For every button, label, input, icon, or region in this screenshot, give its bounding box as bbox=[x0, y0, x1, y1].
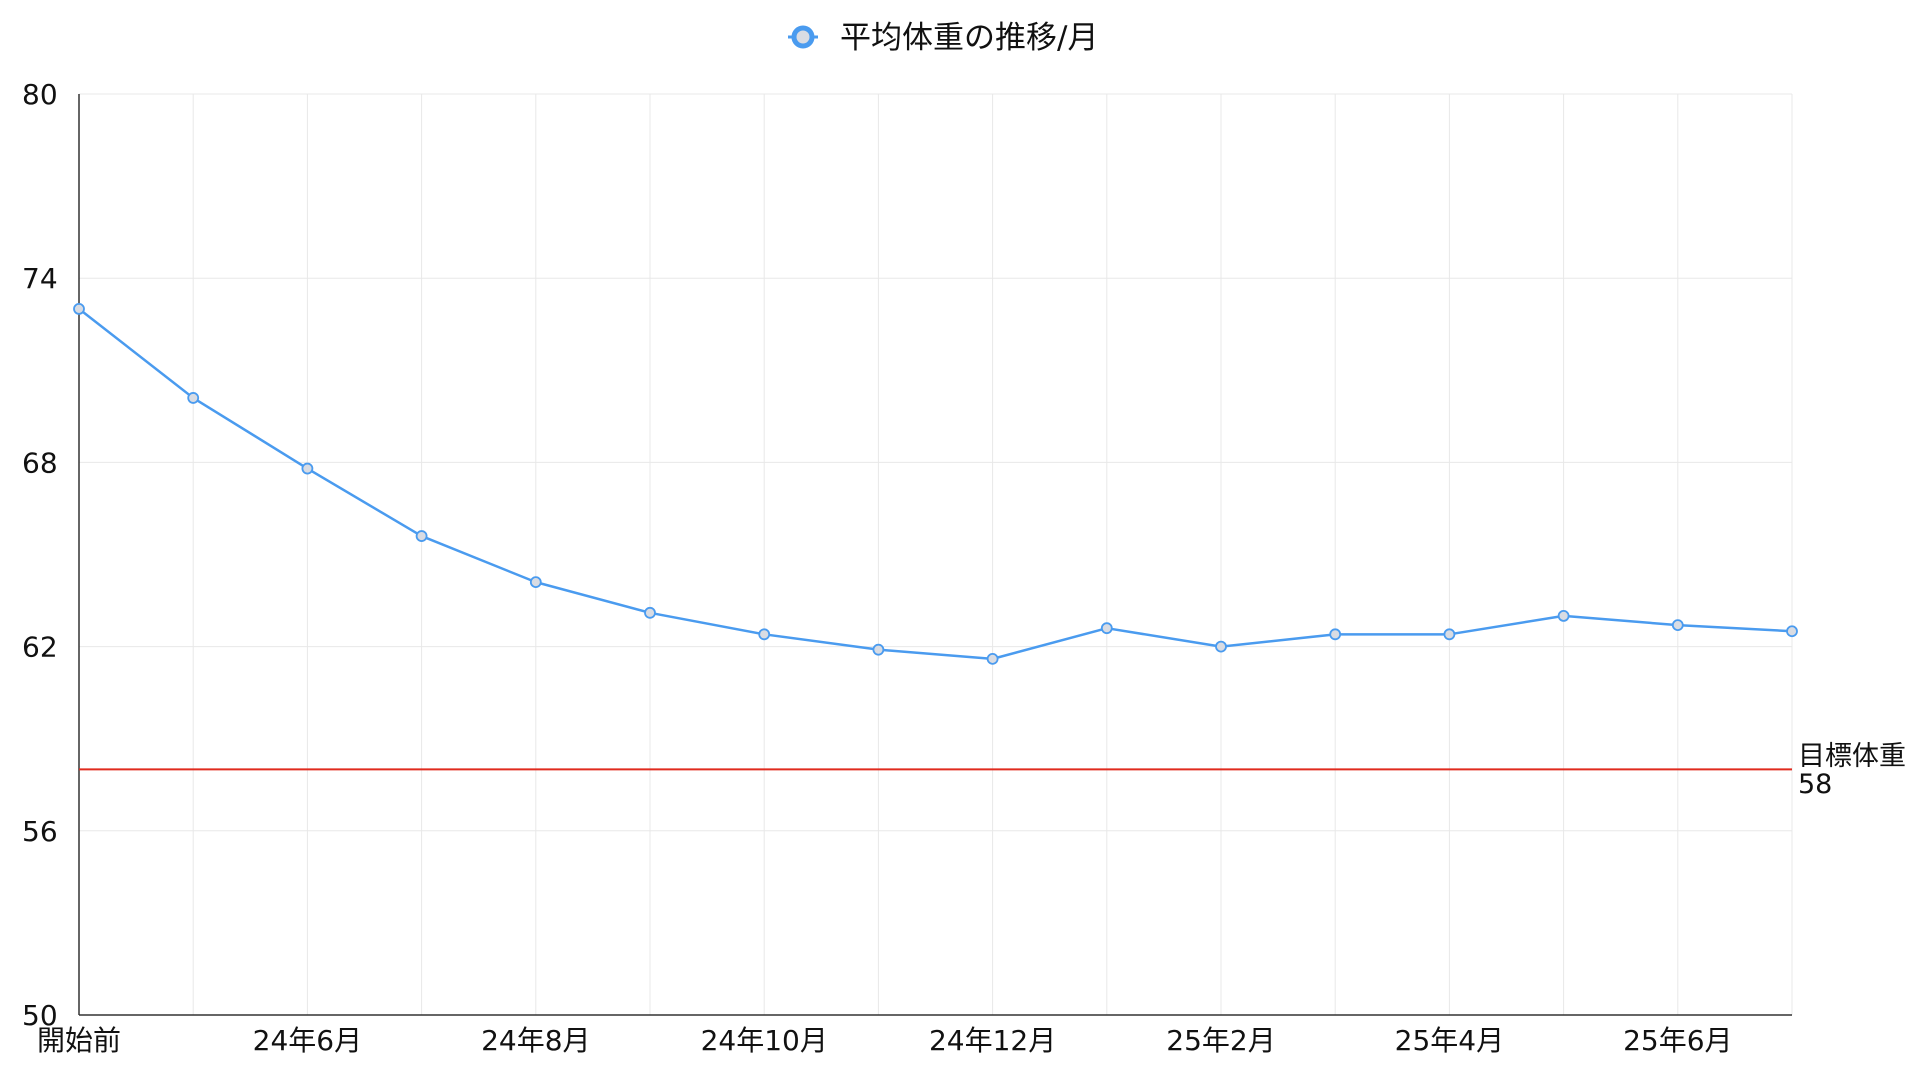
target-weight-value: 58 bbox=[1798, 769, 1832, 800]
x-axis-ticks: 開始前 24年6月 24年8月 24年10月 24年12月 25年2月 25年4月 25年6月 bbox=[37, 1024, 1733, 1057]
x-tick-label: 24年12月 bbox=[929, 1024, 1056, 1057]
x-tick-label: 24年8月 bbox=[481, 1024, 590, 1057]
x-tick-label: 24年10月 bbox=[701, 1024, 828, 1057]
data-point[interactable] bbox=[301, 462, 314, 475]
y-tick-label: 80 bbox=[22, 78, 58, 111]
legend-label: 平均体重の推移/月 bbox=[840, 20, 1098, 56]
data-point[interactable] bbox=[1786, 625, 1798, 638]
x-tick-label: 24年6月 bbox=[253, 1024, 362, 1057]
legend-marker-icon bbox=[791, 25, 815, 49]
y-tick-label: 74 bbox=[22, 262, 58, 295]
target-weight-line: 目標体重 58 bbox=[79, 741, 1906, 800]
grid bbox=[79, 93, 1793, 1016]
data-point[interactable] bbox=[415, 530, 428, 542]
data-point[interactable] bbox=[1329, 628, 1342, 641]
y-axis-ticks: 50 56 62 68 74 80 bbox=[22, 78, 58, 1032]
y-tick-label: 50 bbox=[22, 999, 58, 1032]
x-tick-label: 25年4月 bbox=[1395, 1024, 1504, 1057]
series-line bbox=[78, 307, 1793, 661]
data-point[interactable] bbox=[1100, 622, 1113, 635]
data-point[interactable] bbox=[73, 302, 85, 315]
data-point[interactable] bbox=[1443, 628, 1456, 641]
x-tick-label: 25年6月 bbox=[1623, 1024, 1732, 1057]
axes bbox=[78, 94, 1792, 1016]
y-tick-label: 68 bbox=[22, 446, 58, 479]
legend[interactable]: 平均体重の推移/月 bbox=[788, 20, 1098, 56]
target-weight-label: 目標体重 bbox=[1798, 741, 1906, 772]
data-point[interactable] bbox=[1671, 619, 1684, 632]
series-average-weight bbox=[73, 302, 1798, 665]
data-point[interactable] bbox=[872, 643, 885, 656]
data-point[interactable] bbox=[644, 606, 656, 619]
data-point[interactable] bbox=[758, 628, 771, 641]
data-point[interactable] bbox=[529, 576, 542, 589]
data-point[interactable] bbox=[986, 652, 999, 665]
data-point[interactable] bbox=[187, 392, 200, 404]
y-tick-label: 62 bbox=[22, 631, 58, 664]
x-tick-label: 25年2月 bbox=[1166, 1024, 1275, 1057]
y-tick-label: 56 bbox=[22, 815, 58, 848]
data-point[interactable] bbox=[1557, 610, 1570, 622]
data-point[interactable] bbox=[1215, 640, 1227, 653]
x-tick-label: 開始前 bbox=[37, 1024, 121, 1057]
